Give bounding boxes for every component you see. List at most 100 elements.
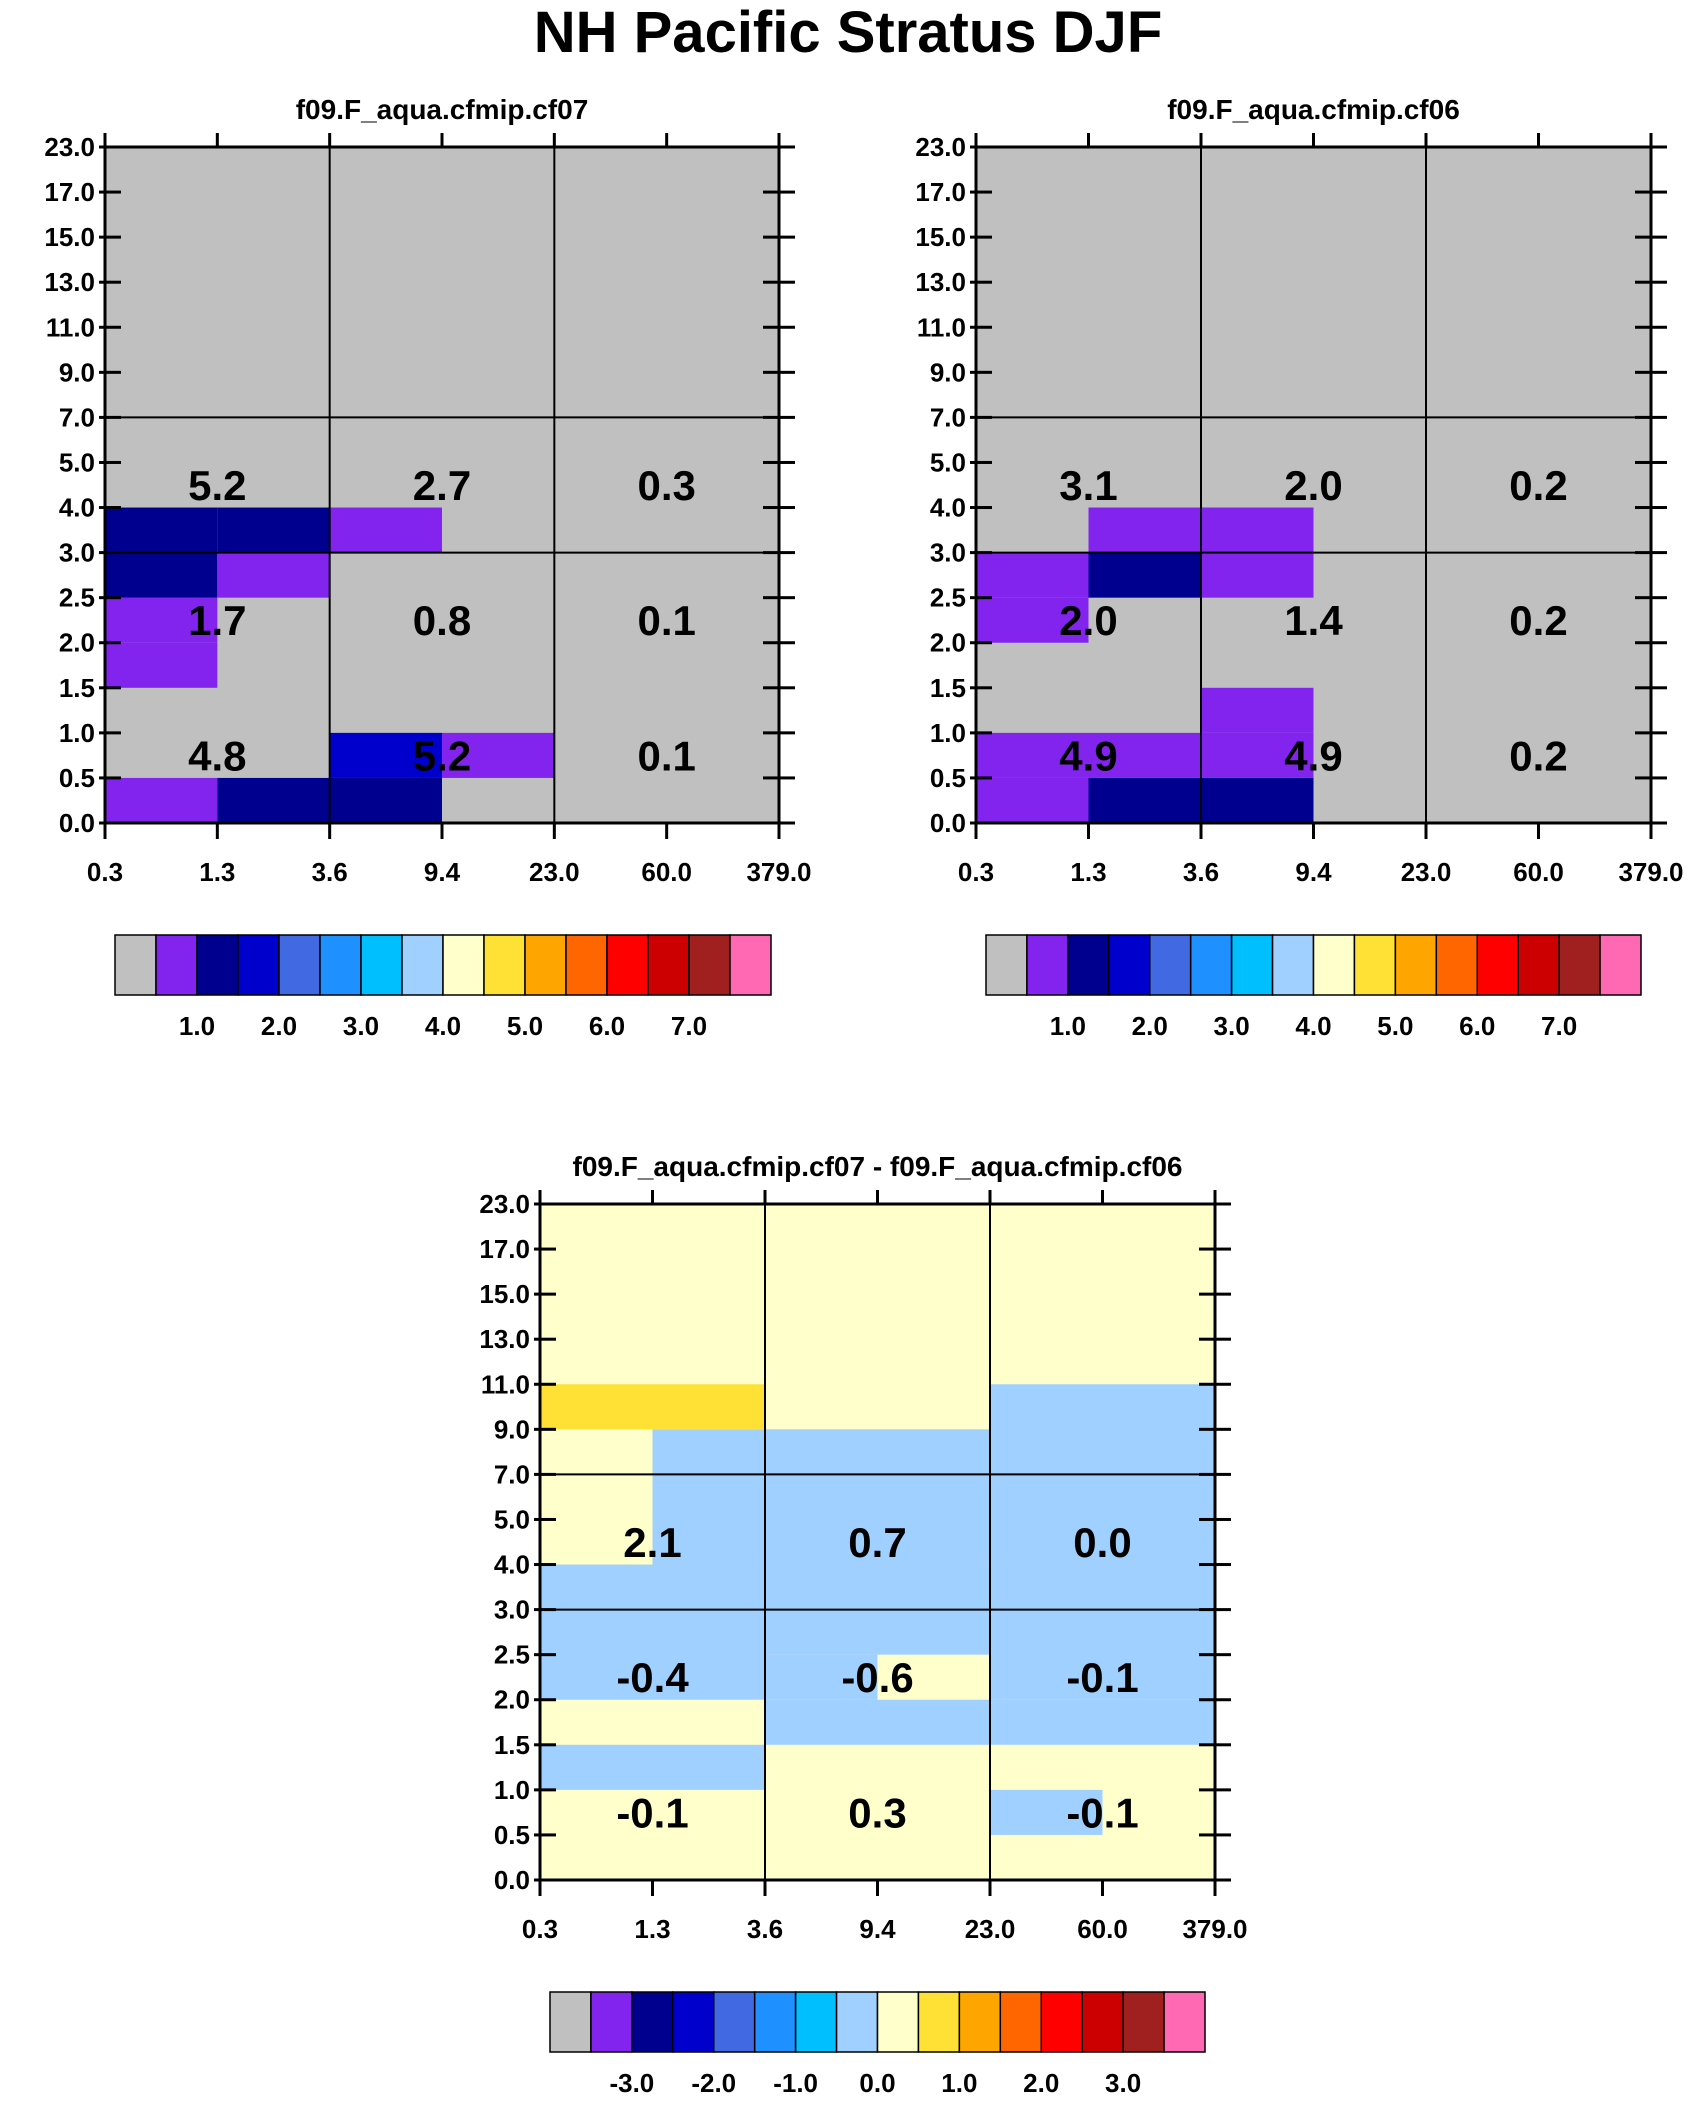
x-tick-label: 379.0 — [746, 857, 811, 887]
colorbar-swatch — [114, 934, 157, 996]
colorbar-label: 1.0 — [1050, 1011, 1086, 1041]
block-value-label: 2.0 — [1059, 597, 1117, 644]
colorbar-label: 3.0 — [343, 1011, 379, 1041]
block-value-label: 4.9 — [1284, 732, 1342, 779]
colorbar-label: 2.0 — [261, 1011, 297, 1041]
colorbar-label: 4.0 — [1295, 1011, 1331, 1041]
y-tick-label: 13.0 — [44, 267, 95, 297]
heatmap-cell — [217, 777, 330, 823]
colorbar-swatch — [876, 1991, 920, 2053]
block-value-label: 1.7 — [188, 597, 246, 644]
y-tick-label: 9.0 — [930, 357, 966, 387]
colorbar-label: -2.0 — [691, 2068, 736, 2098]
colorbar-swatch — [1435, 934, 1478, 996]
y-tick-label: 11.0 — [481, 1369, 530, 1399]
colorbar-swatch — [360, 934, 403, 996]
heatmap-cell — [765, 1699, 990, 1745]
colorbar-swatch — [1558, 934, 1601, 996]
colorbar-swatch — [672, 1991, 715, 2053]
heatmap-cell — [1088, 507, 1201, 553]
heatmap-cell — [976, 732, 1089, 778]
y-tick-label: 1.0 — [494, 1775, 530, 1805]
colorbar-swatch — [1081, 1991, 1124, 2053]
colorbar-swatch — [1353, 934, 1397, 996]
colorbar-swatch — [1517, 934, 1560, 996]
colorbar-label: 5.0 — [507, 1011, 543, 1041]
colorbar-swatch — [1189, 934, 1233, 996]
colorbar-swatch — [606, 934, 649, 996]
colorbar-swatch — [1026, 934, 1069, 996]
colorbar-swatch — [1149, 934, 1192, 996]
heatmap-cell — [329, 507, 442, 553]
y-tick-label: 4.0 — [930, 493, 966, 523]
colorbar-swatch — [319, 934, 362, 996]
heatmap-cell — [652, 1474, 1215, 1565]
colorbar-swatch — [1108, 934, 1151, 996]
colorbar-swatch — [729, 934, 772, 996]
colorbar-swatch — [631, 1991, 674, 2053]
colorbar-swatch — [917, 1991, 961, 2053]
heatmap-cell — [990, 1789, 1103, 1835]
y-tick-label: 5.0 — [930, 447, 966, 477]
heatmap-cell — [1088, 777, 1201, 823]
y-tick-label: 1.0 — [930, 718, 966, 748]
y-tick-label: 1.5 — [59, 673, 95, 703]
colorbar-label: 6.0 — [589, 1011, 625, 1041]
colorbar-swatch — [1312, 934, 1356, 996]
panel-1: 0.0 0.5 1.0 1.5 2.0 2.5 3.0 4.0 5.0 7.0 9.0 11.0 13.… — [44, 94, 811, 1041]
y-tick-label: 15.0 — [915, 222, 966, 252]
colorbar-label: 2.0 — [1023, 2068, 1059, 2098]
colorbar-swatch — [196, 934, 239, 996]
colorbar-swatch — [1067, 934, 1110, 996]
x-tick-label: 3.6 — [747, 1914, 783, 1944]
y-tick-label: 2.0 — [494, 1685, 530, 1715]
heatmap-cell — [105, 777, 218, 823]
y-tick-label: 5.0 — [59, 447, 95, 477]
colorbar: -3.0 -2.0 -1.0 0.0 1.0 2.0 3.0 — [549, 1991, 1206, 2098]
y-tick-label: 17.0 — [44, 177, 95, 207]
block-value-label: 0.0 — [1073, 1519, 1131, 1566]
heatmap-cell — [976, 597, 1089, 643]
heatmap-cell — [329, 732, 442, 778]
colorbar-label: 6.0 — [1459, 1011, 1495, 1041]
y-tick-label: 23.0 — [44, 132, 95, 162]
x-tick-label: 379.0 — [1182, 1914, 1247, 1944]
heatmap-cell — [1201, 777, 1314, 823]
heatmap-cell — [329, 777, 442, 823]
colorbar-label: 0.0 — [859, 2068, 895, 2098]
y-tick-label: 11.0 — [46, 312, 95, 342]
y-tick-label: 15.0 — [44, 222, 95, 252]
colorbar-swatch — [524, 934, 567, 996]
colorbar-swatch — [549, 1991, 592, 2053]
heatmap-cell — [540, 1384, 765, 1430]
x-tick-label: 9.4 — [859, 1914, 896, 1944]
heatmap-cell — [1201, 732, 1314, 778]
colorbar-swatch — [565, 934, 608, 996]
colorbar-swatch — [794, 1991, 838, 2053]
panel-title: f09.F_aqua.cfmip.cf07 — [296, 94, 589, 125]
colorbar-swatch — [1230, 934, 1274, 996]
colorbar-swatch — [1476, 934, 1519, 996]
colorbar-label: 2.0 — [1132, 1011, 1168, 1041]
colorbar-swatch — [1040, 1991, 1083, 2053]
x-tick-label: 60.0 — [641, 857, 692, 887]
colorbar-swatch — [1271, 934, 1315, 996]
x-tick-label: 379.0 — [1618, 857, 1683, 887]
y-tick-label: 23.0 — [479, 1189, 530, 1219]
block-value-label: 1.4 — [1284, 597, 1343, 644]
block-value-label: 2.1 — [623, 1519, 681, 1566]
heatmap-cell — [540, 1744, 765, 1790]
heatmap-cell — [1201, 552, 1314, 598]
block-value-label: 4.9 — [1059, 732, 1117, 779]
heatmap-cell — [990, 1384, 1215, 1475]
y-tick-label: 2.0 — [59, 628, 95, 658]
plot-background — [105, 147, 779, 823]
y-tick-label: 0.5 — [930, 763, 966, 793]
block-value-label: -0.6 — [841, 1654, 913, 1701]
colorbar-swatch — [1122, 1991, 1165, 2053]
colorbar-swatch — [1394, 934, 1438, 996]
heatmap-cell — [1088, 732, 1201, 778]
colorbar-label: 4.0 — [425, 1011, 461, 1041]
colorbar-label: 7.0 — [671, 1011, 707, 1041]
heatmap-cell — [217, 552, 330, 598]
